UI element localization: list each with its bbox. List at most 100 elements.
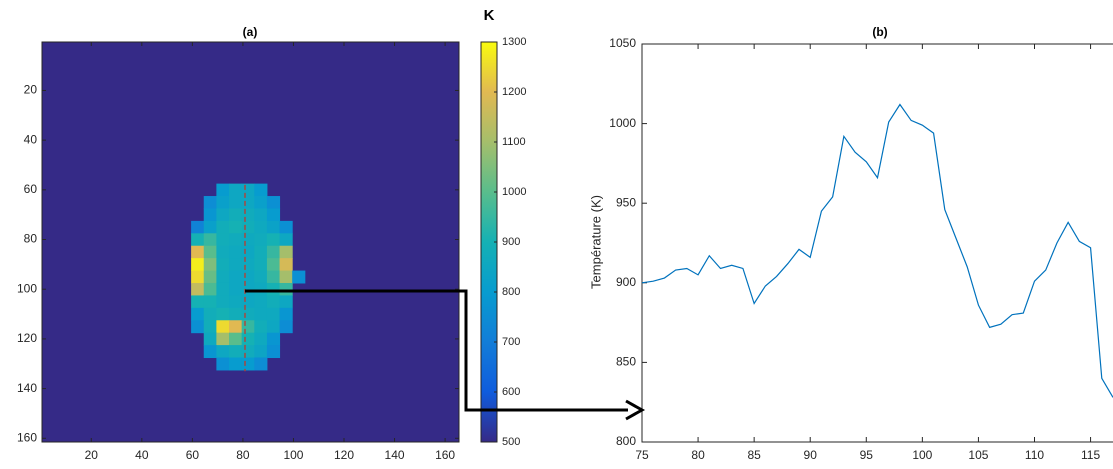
colorbar-tick-label: 700: [502, 336, 520, 348]
heatmap-cell: [216, 308, 229, 321]
heatmap-cell: [267, 283, 280, 296]
page: (a) K (b) Température (K) 20406080100120…: [0, 0, 1113, 469]
heatmap-cell: [267, 271, 280, 284]
heatmap-cell: [204, 345, 217, 358]
y-tick-label: 160: [17, 430, 37, 444]
heatmap-cell: [191, 271, 204, 284]
heatmap-cell: [267, 295, 280, 308]
heatmap-cell: [280, 258, 293, 271]
heatmap-cell: [216, 208, 229, 221]
heatmap-cell: [216, 246, 229, 259]
chart-title: (a): [243, 25, 258, 39]
x-tick-label: 110: [1025, 448, 1044, 462]
x-tick-label: 90: [804, 448, 818, 462]
heatmap-cell: [204, 196, 217, 209]
heatmap-cell: [216, 258, 229, 271]
heatmap-cell: [229, 358, 242, 371]
colorbar-tick-label: 1200: [502, 86, 526, 98]
heatmap-cell: [267, 246, 280, 259]
y-tick-label: 1000: [609, 116, 636, 130]
heatmap-cell: [216, 295, 229, 308]
heatmap-cell: [267, 320, 280, 333]
heatmap-cell: [216, 221, 229, 234]
heatmap-cell: [254, 271, 267, 284]
x-tick-label: 160: [435, 448, 455, 462]
heatmap-cell: [229, 184, 242, 197]
heatmap-cell: [216, 345, 229, 358]
heatmap-cell: [242, 196, 255, 209]
heatmap-cell: [280, 271, 293, 284]
heatmap-cell: [216, 320, 229, 333]
heatmap-cell: [242, 358, 255, 371]
x-tick-label: 95: [860, 448, 874, 462]
y-tick-label: 100: [17, 281, 37, 295]
heatmap-cell: [254, 208, 267, 221]
heatmap-cell: [229, 320, 242, 333]
x-tick-label: 80: [691, 448, 705, 462]
heatmap-cell: [229, 258, 242, 271]
heatmap-cell: [204, 333, 217, 346]
heatmap-cell: [216, 271, 229, 284]
heatmap-cell: [254, 345, 267, 358]
heatmap-cell: [254, 308, 267, 321]
heatmap-cell: [204, 295, 217, 308]
colorbar-label: K: [484, 7, 495, 24]
heatmap-cell: [267, 258, 280, 271]
x-tick-label: 140: [385, 448, 405, 462]
heatmap-cell: [254, 258, 267, 271]
heatmap-cell: [242, 184, 255, 197]
heatmap-cell: [229, 283, 242, 296]
heatmap-cell: [216, 358, 229, 371]
x-tick-label: 20: [85, 448, 99, 462]
heatmap-cell: [242, 308, 255, 321]
y-tick-label: 850: [616, 355, 636, 369]
data-line: [642, 104, 1113, 397]
heatmap-cell: [204, 308, 217, 321]
colorbar-tick-label: 800: [502, 286, 520, 298]
y-tick-label: 1050: [609, 36, 636, 50]
heatmap-cell: [254, 358, 267, 371]
heatmap-cell: [267, 196, 280, 209]
colorbar-tick-label: 1300: [502, 36, 526, 48]
y-tick-label: 20: [24, 83, 38, 97]
y-tick-label: 950: [616, 195, 636, 209]
heatmap-cell: [267, 333, 280, 346]
heatmap-cell: [242, 271, 255, 284]
heatmap-cell: [242, 208, 255, 221]
heatmap-cell: [204, 246, 217, 259]
heatmap-cell: [229, 221, 242, 234]
colorbar-tick-label: 500: [502, 436, 520, 448]
heatmap-cell: [204, 271, 217, 284]
x-tick-label: 105: [968, 448, 988, 462]
y-tick-label: 800: [616, 434, 636, 448]
axes-box: [642, 44, 1113, 442]
heatmap-cell: [280, 246, 293, 259]
heatmap-cell: [191, 246, 204, 259]
heatmap-cell: [242, 333, 255, 346]
heatmap-cell: [280, 320, 293, 333]
heatmap-cell: [267, 308, 280, 321]
heatmap-cell: [267, 221, 280, 234]
heatmap-cell: [204, 233, 217, 246]
x-tick-label: 100: [283, 448, 303, 462]
heatmap-cell: [204, 320, 217, 333]
heatmap-cell: [254, 246, 267, 259]
heatmap-cell: [242, 258, 255, 271]
heatmap-cell: [191, 233, 204, 246]
heatmap-cell: [216, 196, 229, 209]
heatmap-cell: [229, 196, 242, 209]
x-tick-label: 80: [236, 448, 250, 462]
y-tick-label: 900: [616, 275, 636, 289]
heatmap-cell: [242, 246, 255, 259]
x-tick-label: 120: [334, 448, 354, 462]
heatmap-cell: [254, 196, 267, 209]
heatmap-cell: [254, 233, 267, 246]
x-tick-label: 60: [186, 448, 200, 462]
heatmap-cell: [242, 320, 255, 333]
heatmap-cell: [267, 208, 280, 221]
y-tick-label: 40: [24, 132, 38, 146]
colorbar-tick-label: 600: [502, 386, 520, 398]
chart-title: (b): [872, 25, 887, 39]
heatmap-cell: [229, 208, 242, 221]
heatmap-cell: [229, 308, 242, 321]
